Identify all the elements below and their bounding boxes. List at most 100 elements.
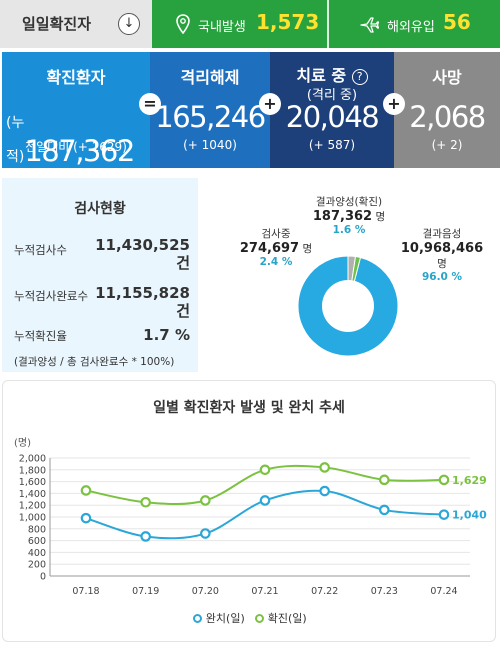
daily-summary-bar: 일일확진자 ↓ 국내발생 1,573 해외유입 56 [0, 0, 500, 48]
y-tick-label: 0 [40, 572, 46, 583]
test-row-unit: 건 [176, 254, 190, 272]
series-end-label: 1,040 [452, 509, 487, 522]
test-row-value: 1.7 % [143, 326, 190, 344]
legend-marker-released [193, 614, 203, 623]
test-row-value-line: 11,155,828 건 [95, 284, 190, 320]
test-row-completed: 누적검사완료수 11,155,828 건 [14, 284, 190, 324]
x-tick-label: 07.20 [192, 586, 219, 597]
airplane-icon [360, 17, 379, 33]
series-point [379, 474, 390, 486]
location-pin-icon [176, 14, 190, 34]
donut-testing-label: 검사중 274,697 명 2.4 % [232, 226, 320, 268]
death-title: 사망 [432, 68, 462, 87]
y-tick-label: 1,600 [19, 477, 46, 488]
test-row-label: 누적검사완료수 [14, 289, 89, 303]
series-point [200, 495, 211, 506]
treating-block: 치료 중 ? (격리 중) 20,048 (+ 587) [270, 52, 394, 168]
confirmed-title: 확진환자 [46, 68, 106, 87]
confirmed-prefix: (누적) [6, 115, 25, 165]
x-tick-label: 07.22 [311, 586, 338, 597]
series-point [140, 496, 151, 508]
test-row-unit: 건 [176, 302, 190, 320]
test-row-value: 11,430,525 [95, 236, 190, 254]
x-tick-label: 07.24 [430, 586, 457, 597]
series-point [438, 474, 450, 486]
treating-change: (+ 587) [308, 138, 356, 152]
help-icon[interactable]: ? [351, 69, 368, 85]
y-tick-label: 1,200 [19, 501, 46, 512]
test-rate-note: (결과양성 / 총 검사완료수 * 100%) [14, 356, 175, 368]
treating-value: 20,048 [285, 100, 380, 134]
released-value: 165,246 [155, 100, 266, 134]
testing-pct: 2.4 % [259, 256, 293, 268]
series-point [379, 504, 390, 516]
series-point [438, 509, 450, 520]
legend-released-label: 완치(일) [205, 612, 245, 625]
donut-hole [322, 280, 374, 332]
legend-marker-confirmed [255, 614, 265, 623]
testing-label: 검사중 [261, 228, 291, 240]
domestic-label: 국내발생 [198, 20, 246, 35]
death-change: (+ 2) [431, 138, 463, 152]
y-tick-label: 800 [28, 524, 46, 535]
daily-confirmed-toggle[interactable]: 일일확진자 ↓ [0, 0, 152, 48]
testing-unit: 명 [302, 243, 313, 255]
y-tick-label: 2,000 [19, 454, 46, 465]
legend-confirmed-label: 확진(일) [267, 612, 307, 625]
confirmed-block: 확진환자 (누적)187,362 전일대비 (+ 1629) [2, 52, 150, 168]
series-point [319, 485, 330, 497]
domestic-value: 1,573 [256, 10, 320, 34]
test-row-rate: 누적확진율 1.7 % [14, 326, 190, 346]
confirmed-value-line: (누적)187,362 [2, 100, 150, 168]
released-block: 격리해제 165,246 (+ 1040) [150, 52, 270, 168]
testing-value: 274,697 [239, 241, 300, 256]
plus-operator-1: + [259, 93, 281, 115]
positive-value: 187,362 [312, 209, 373, 224]
donut-negative-label: 결과음성 10,968,466 명 96.0 % [392, 226, 492, 283]
test-row-value-line: 11,430,525 건 [95, 236, 190, 272]
test-row-value: 11,155,828 [95, 284, 190, 302]
series-point [140, 531, 151, 542]
negative-unit: 명 [437, 258, 447, 270]
daily-confirmed-label: 일일확진자 [22, 15, 92, 33]
test-result-donut [297, 255, 399, 357]
x-tick-label: 07.23 [371, 586, 398, 597]
series-end-label: 1,629 [452, 474, 487, 487]
series-point [319, 462, 330, 473]
chart-title: 일별 확진환자 발생 및 완치 추세 [153, 400, 345, 416]
test-status-panel: 검사현황 누적검사수 11,430,525 건 누적검사완료수 11,155,82… [2, 178, 198, 372]
donut-positive-label: 결과양성(확진) 187,362 명 1.6 % [308, 194, 390, 236]
y-tick-label: 400 [28, 548, 46, 559]
test-row-label: 누적확진율 [14, 329, 67, 343]
series-point [259, 464, 271, 476]
y-tick-label: 1,400 [19, 489, 46, 500]
y-tick-label: 600 [28, 536, 46, 547]
treating-title: 치료 중 [296, 66, 347, 85]
x-tick-label: 07.18 [72, 586, 99, 597]
treating-title-line: 치료 중 ? [270, 62, 394, 86]
series-point [200, 528, 211, 539]
chevron-down-icon[interactable]: ↓ [118, 13, 140, 35]
confirmed-value: 187,362 [24, 134, 135, 168]
x-tick-label: 07.21 [251, 586, 278, 597]
y-axis-unit: (명) [14, 437, 31, 449]
released-change: (+ 1040) [183, 138, 237, 152]
trend-chart-card: 일별 확진환자 발생 및 완치 추세 [2, 380, 496, 642]
equals-operator: = [139, 93, 161, 115]
treating-sub: (격리 중) [306, 88, 358, 103]
released-title: 격리해제 [180, 68, 240, 87]
y-tick-label: 200 [28, 560, 46, 571]
trend-line-chart: (명) 02004006008001,0001,2001,4001,6001,8… [14, 437, 487, 597]
death-value: 2,068 [409, 100, 486, 134]
test-status-title: 검사현황 [74, 201, 126, 217]
overseas-value: 56 [443, 10, 471, 34]
negative-value: 10,968,466 [400, 241, 484, 256]
overseas-label: 해외유입 [387, 20, 435, 35]
chart-legend: 완치(일) 확진(일) [0, 610, 500, 626]
positive-pct: 1.6 % [332, 224, 366, 236]
domestic-stat: 국내발생 1,573 [152, 0, 327, 48]
confirmed-change: 전일대비 (+ 1629) [25, 140, 127, 154]
negative-label: 결과음성 [422, 228, 462, 240]
series-point [80, 485, 92, 496]
plus-operator-2: + [383, 93, 405, 115]
